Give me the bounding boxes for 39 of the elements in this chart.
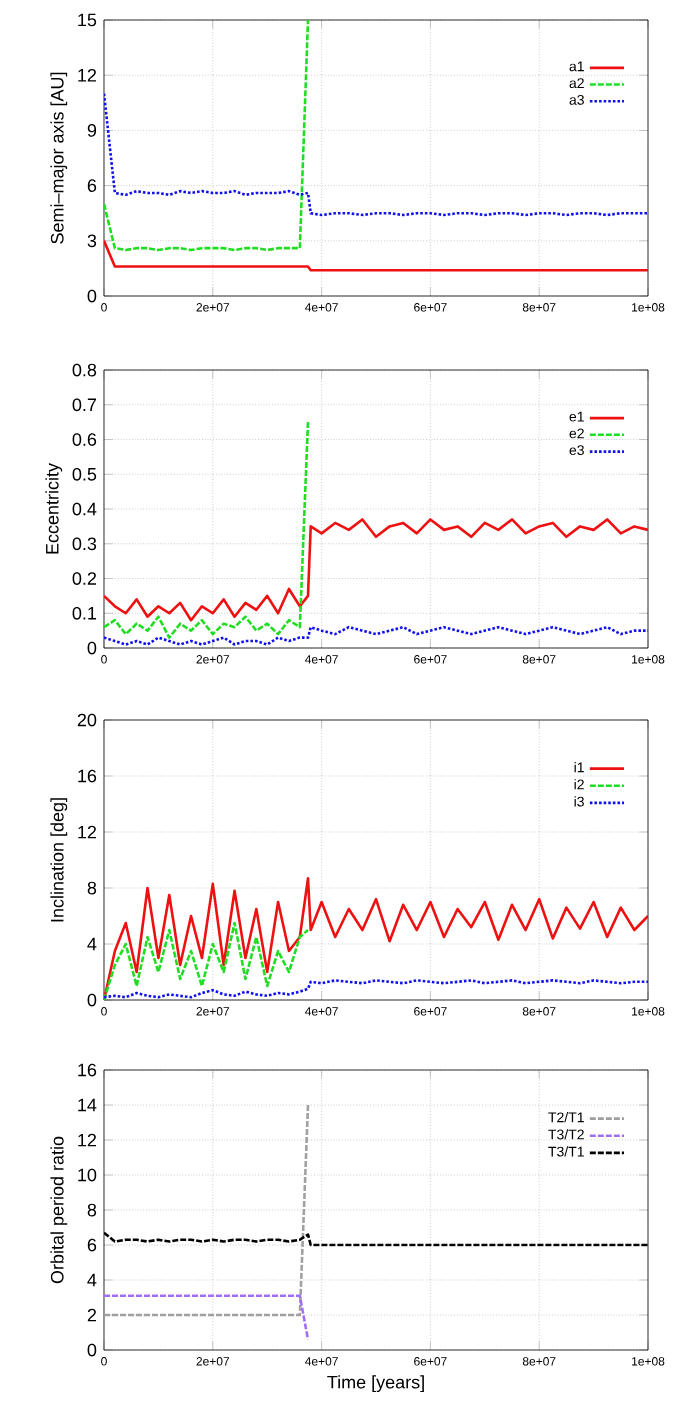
y-tick-label: 12	[78, 1133, 97, 1147]
y-axis-title: Orbital period ratio	[50, 1136, 68, 1284]
y-axis-title: Inclination [deg]	[50, 798, 68, 922]
y-tick-label: 4	[87, 1273, 97, 1287]
y-tick-label: 0.8	[72, 363, 97, 377]
y-tick-label: 0	[87, 993, 97, 1007]
y-tick-label: 8	[87, 1203, 97, 1217]
y-tick-label: 12	[78, 825, 97, 839]
y-tick-label: 0.4	[72, 502, 97, 516]
y-tick-label: 0.2	[72, 572, 97, 585]
y-tick-label: 0.6	[72, 433, 97, 446]
line-series	[104, 420, 310, 639]
y-tick-label: 15	[78, 13, 97, 27]
y-tick-label: 0	[87, 641, 97, 655]
y-tick-label: 12	[78, 68, 97, 82]
y-tick-label: 0.3	[72, 537, 97, 551]
line-series	[104, 979, 648, 999]
y-tick-label: 2	[87, 1308, 97, 1322]
y-tick-label: 6	[87, 1238, 97, 1252]
y-tick-label: 16	[78, 1063, 97, 1077]
y-tick-label: 16	[78, 769, 97, 783]
y-tick-label: 10	[78, 1168, 97, 1182]
y-tick-label: 6	[87, 179, 97, 192]
y-tick-label: 0.1	[72, 606, 97, 620]
y-tick-label: 0	[87, 1343, 97, 1357]
y-tick-label: 3	[87, 234, 97, 248]
line-series	[104, 518, 648, 622]
y-tick-label: 0.7	[72, 398, 97, 412]
y-tick-label: 9	[87, 124, 97, 137]
y-tick-label: 14	[78, 1098, 97, 1112]
y-tick-label: 4	[87, 937, 97, 951]
y-tick-label: 8	[87, 881, 97, 895]
y-tick-label: 0.5	[72, 467, 97, 481]
y-axis-title: Semi–major axis [AU]	[50, 72, 68, 244]
line-series	[104, 921, 310, 1001]
y-tick-label: 0	[87, 289, 97, 303]
y-axis-title: Eccentricity	[45, 463, 63, 554]
x-axis-title: Time [years]	[327, 1375, 424, 1393]
y-tick-label: 20	[77, 713, 97, 727]
